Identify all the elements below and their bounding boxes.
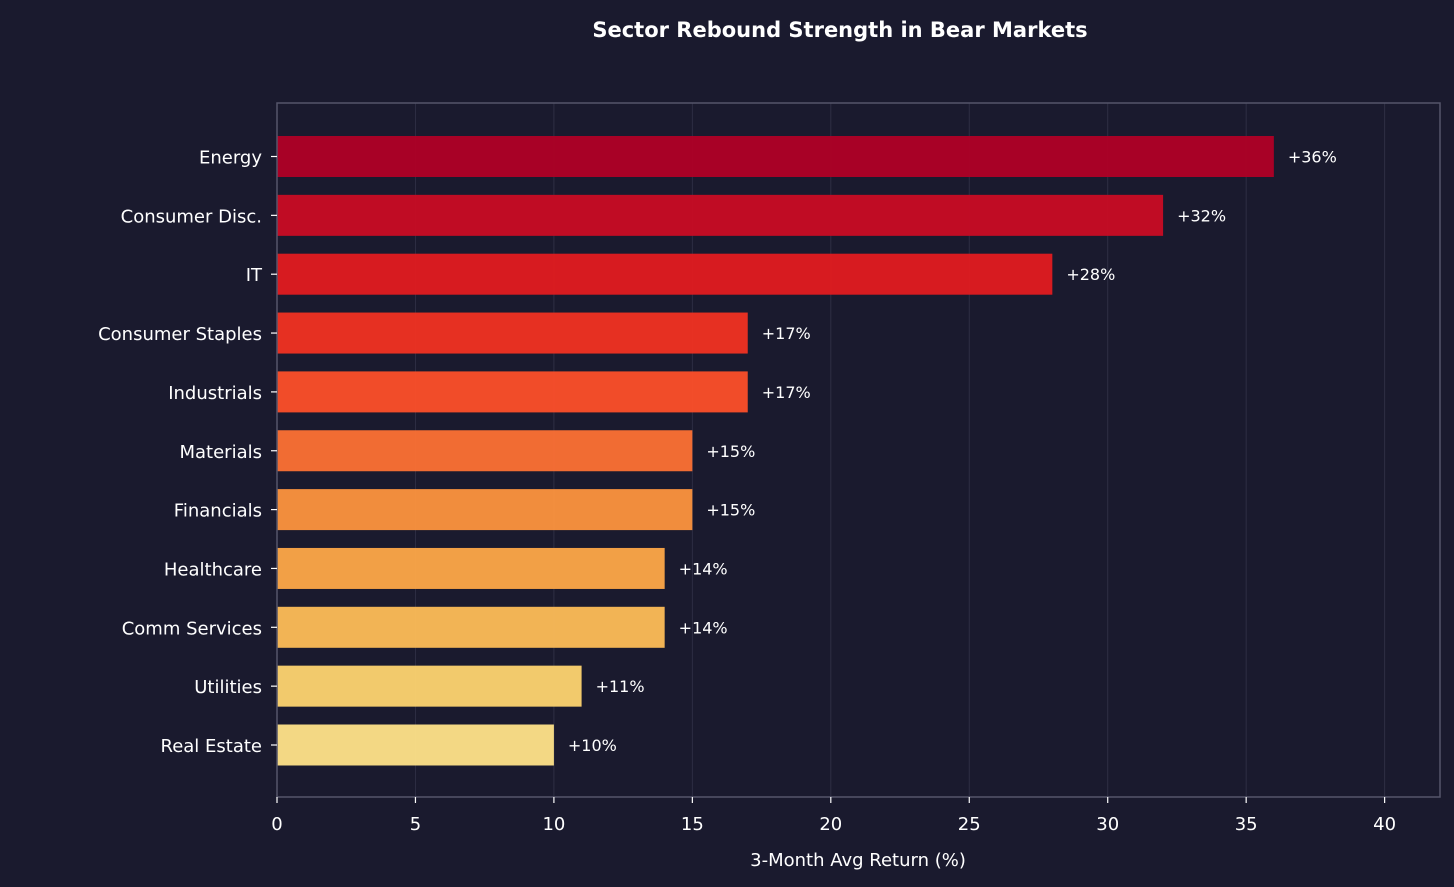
x-tick-label: 35 bbox=[1235, 814, 1258, 835]
x-tick-label: 30 bbox=[1096, 814, 1119, 835]
chart-title: Sector Rebound Strength in Bear Markets bbox=[592, 18, 1087, 42]
bars bbox=[277, 136, 1274, 766]
bar-healthcare bbox=[277, 547, 665, 589]
bar-comm-services bbox=[277, 606, 665, 648]
value-label: +15% bbox=[706, 442, 755, 461]
value-label: +17% bbox=[762, 324, 811, 343]
bar-materials bbox=[277, 430, 693, 472]
value-label: +14% bbox=[679, 618, 728, 637]
value-label: +17% bbox=[762, 383, 811, 402]
y-tick-label: Comm Services bbox=[122, 618, 262, 639]
y-tick-label: Energy bbox=[199, 148, 262, 169]
bar-consumer-disc bbox=[277, 194, 1164, 236]
value-label: +32% bbox=[1177, 206, 1226, 225]
x-tick-label: 0 bbox=[271, 814, 282, 835]
bar-consumer-staples bbox=[277, 312, 748, 354]
y-tick-label: Consumer Staples bbox=[98, 324, 262, 345]
x-tick-label: 40 bbox=[1373, 814, 1396, 835]
x-tick-label: 5 bbox=[410, 814, 421, 835]
bar-energy bbox=[277, 136, 1274, 177]
value-label: +15% bbox=[706, 501, 755, 520]
x-tick-label: 25 bbox=[958, 814, 981, 835]
bar-financials bbox=[277, 489, 693, 531]
x-tick-label: 10 bbox=[542, 814, 565, 835]
x-tick-label: 15 bbox=[681, 814, 704, 835]
y-axis-ticks: Energy Consumer Disc. IT Consumer Staples In… bbox=[98, 148, 277, 757]
bar-real-estate bbox=[277, 724, 554, 766]
value-label: +28% bbox=[1066, 265, 1115, 284]
y-tick-label: Materials bbox=[179, 442, 262, 463]
value-label: +36% bbox=[1288, 148, 1337, 167]
value-label: +10% bbox=[568, 736, 617, 755]
x-axis-ticks: 0 5 10 15 20 25 30 35 40 bbox=[271, 797, 1396, 835]
y-tick-label: Healthcare bbox=[164, 559, 262, 580]
plot-frame bbox=[276, 102, 1441, 798]
y-tick-label: Financials bbox=[174, 501, 262, 522]
y-tick-label: Industrials bbox=[168, 383, 262, 404]
y-tick-label: IT bbox=[246, 265, 263, 286]
bar-it bbox=[277, 253, 1053, 295]
value-labels: +36% +32% +28% +17% +17% +15% +15% +14% +14% +11%… bbox=[568, 148, 1337, 756]
y-tick-label: Consumer Disc. bbox=[121, 206, 262, 227]
value-label: +14% bbox=[679, 559, 728, 578]
x-tick-label: 20 bbox=[819, 814, 842, 835]
value-label: +11% bbox=[596, 677, 645, 696]
y-tick-label: Utilities bbox=[194, 677, 262, 698]
x-axis-label: 3-Month Avg Return (%) bbox=[750, 850, 966, 871]
bar-industrials bbox=[277, 371, 748, 413]
y-tick-label: Real Estate bbox=[161, 736, 263, 757]
bar-utilities bbox=[277, 665, 582, 707]
